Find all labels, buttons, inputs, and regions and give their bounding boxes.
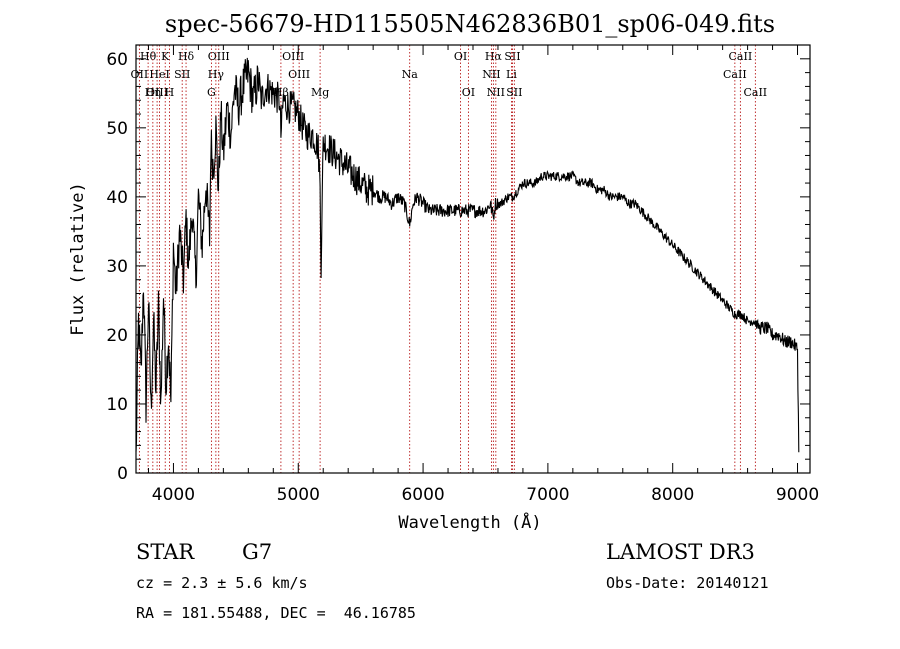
x-tick-label: 9000 bbox=[776, 485, 819, 505]
x-tick-label: 5000 bbox=[277, 485, 320, 505]
spectral-line-label: OIII bbox=[288, 68, 310, 81]
spectral-line-label: CaII bbox=[729, 50, 753, 63]
spectral-line-label: Hδ bbox=[178, 50, 195, 63]
spectral-line-label: OIII bbox=[282, 50, 304, 63]
chart-title: spec-56679-HD115505N462836B01_sp06-049.f… bbox=[165, 10, 775, 38]
spectral-line-label: CaII bbox=[723, 68, 747, 81]
spectral-line-label: SII bbox=[174, 68, 190, 81]
spectral-line-label: HeI bbox=[149, 68, 169, 81]
object-subclass: G7 bbox=[242, 540, 273, 564]
plot-frame bbox=[135, 44, 811, 474]
survey-name: LAMOST DR3 bbox=[606, 540, 755, 564]
x-tick-label: 8000 bbox=[651, 485, 694, 505]
spectral-line-label: OIII bbox=[208, 50, 230, 63]
ra-dec-coordinates: RA = 181.55488, DEC = 46.16785 bbox=[136, 604, 416, 622]
x-tick-label: 7000 bbox=[526, 485, 569, 505]
spectral-line-label: H bbox=[165, 86, 175, 99]
spectral-line-label: OIII bbox=[146, 86, 168, 99]
x-axis-label: Wavelength (Å) bbox=[398, 511, 541, 533]
y-tick-label: 50 bbox=[106, 119, 128, 139]
spectral-line-label: Na bbox=[402, 68, 419, 81]
spectral-line-label: OII bbox=[131, 68, 149, 81]
spectral-line-label: Hγ bbox=[208, 68, 225, 81]
spectral-line-label: Mg bbox=[311, 86, 329, 99]
spectral-line-label: G bbox=[207, 86, 216, 99]
spectral-line-label: Hη bbox=[145, 86, 161, 99]
x-tick-label: 4000 bbox=[152, 485, 195, 505]
y-tick-label: 10 bbox=[106, 395, 128, 415]
object-class: STAR bbox=[136, 540, 195, 564]
spectral-line-label: Hθ bbox=[140, 50, 157, 63]
spectral-line-label: OI bbox=[454, 50, 467, 63]
spectral-line-label: Li bbox=[506, 68, 517, 81]
spectral-line-label: CaII bbox=[743, 86, 767, 99]
spectral-line-label: NII bbox=[482, 68, 500, 81]
y-tick-label: 60 bbox=[106, 50, 128, 70]
spectral-line-label: OI bbox=[462, 86, 475, 99]
spectral-line-label: Hα bbox=[485, 50, 503, 63]
x-tick-label: 6000 bbox=[401, 485, 444, 505]
observation-date: Obs-Date: 20140121 bbox=[606, 574, 769, 592]
spectral-line-label: K bbox=[161, 50, 170, 63]
spectral-line-label: SII bbox=[504, 50, 520, 63]
spectrum-line bbox=[135, 57, 800, 453]
y-tick-label: 0 bbox=[117, 464, 128, 484]
redshift-value: cz = 2.3 ± 5.6 km/s bbox=[136, 574, 308, 592]
spectral-line-label: NII bbox=[487, 86, 505, 99]
y-tick-label: 30 bbox=[106, 257, 128, 277]
y-tick-label: 40 bbox=[106, 188, 128, 208]
spectral-line-label: SII bbox=[506, 86, 522, 99]
y-axis-label: Flux (relative) bbox=[68, 182, 88, 336]
y-tick-label: 20 bbox=[106, 326, 128, 346]
